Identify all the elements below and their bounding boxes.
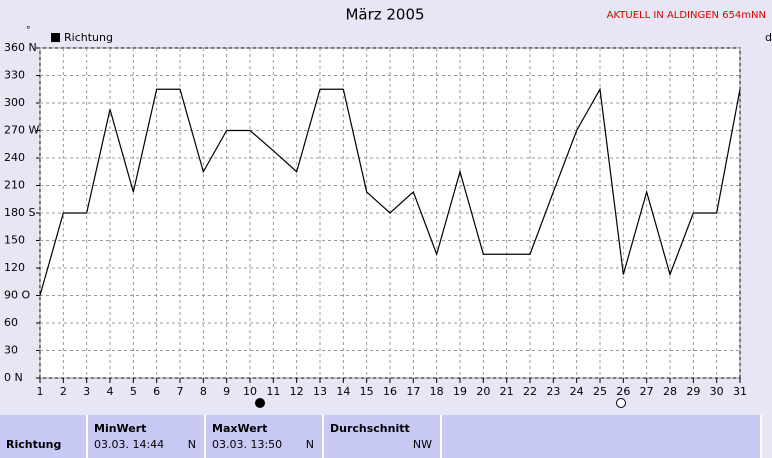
min-dir: N	[187, 438, 196, 451]
x-tick-label: 22	[523, 385, 537, 398]
y-tick-label: 0 N	[4, 371, 23, 384]
corner-label: d	[765, 31, 772, 44]
header: MinWert	[94, 422, 147, 435]
data-line	[39, 87, 741, 296]
row-cell: Richtung	[0, 415, 88, 458]
y-tick-label: 180 S	[4, 206, 35, 219]
y-tick-label: 90 O	[4, 289, 30, 302]
chart-title: März 2005	[345, 6, 424, 24]
x-tick-label: 31	[733, 385, 747, 398]
y-tick-label: 300	[4, 96, 25, 109]
x-tick-label: 17	[406, 385, 420, 398]
y-tick-label: 270 W	[4, 124, 39, 137]
y-tick-label: 120	[4, 261, 25, 274]
x-tick-label: 4	[107, 385, 114, 398]
x-tick-label: 16	[383, 385, 397, 398]
x-tick-label: 27	[640, 385, 654, 398]
x-tick-label: 7	[177, 385, 184, 398]
x-tick-label: 6	[153, 385, 160, 398]
legend-swatch	[51, 33, 60, 42]
moon-full	[255, 398, 265, 408]
x-tick-label: 18	[430, 385, 444, 398]
x-tick-label: 25	[593, 385, 607, 398]
y-tick-label: 240	[4, 151, 25, 164]
annotation: AKTUELL IN ALDINGEN 654mNN	[607, 10, 766, 21]
stats-table: Richtung MinWert 03.03. 14:44 N MaxWert 03.…	[0, 415, 772, 458]
x-tick-label: 23	[546, 385, 560, 398]
moon-new	[616, 398, 626, 408]
max-cell: MaxWert 03.03. 13:50 N	[206, 415, 324, 458]
empty-cell	[442, 415, 762, 458]
header: MaxWert	[212, 422, 268, 435]
header: Durchschnitt	[330, 422, 410, 435]
x-tick-label: 2	[60, 385, 67, 398]
chart: März 2005 AKTUELL IN ALDINGEN 654mNN ° d…	[4, 6, 772, 408]
min-cell: MinWert 03.03. 14:44 N	[88, 415, 206, 458]
max-dir: N	[305, 438, 314, 451]
avg-cell: Durchschnitt NW	[324, 415, 442, 458]
y-tick-label: 210	[4, 179, 25, 192]
x-tick-label: 30	[710, 385, 724, 398]
x-tick-label: 12	[290, 385, 304, 398]
x-tick-label: 1	[37, 385, 44, 398]
x-tick-label: 24	[570, 385, 584, 398]
row-label: Richtung	[6, 438, 62, 451]
avg-dir: NW	[412, 438, 432, 451]
x-tick-label: 3	[83, 385, 90, 398]
x-tick-label: 10	[243, 385, 257, 398]
x-tick-label: 15	[360, 385, 374, 398]
y-tick-label: 150	[4, 234, 25, 247]
x-tick-label: 5	[130, 385, 137, 398]
y-tick-label: 60	[4, 316, 18, 329]
x-tick-label: 14	[336, 385, 350, 398]
x-tick-label: 9	[223, 385, 230, 398]
x-tick-label: 11	[266, 385, 280, 398]
y-tick-label: 30	[4, 344, 18, 357]
x-tick-label: 8	[200, 385, 207, 398]
y-tick-label: 360 N	[4, 41, 37, 54]
legend-label: Richtung	[64, 31, 113, 44]
y-tick-label: 330	[4, 69, 25, 82]
x-tick-label: 20	[476, 385, 490, 398]
x-tick-label: 13	[313, 385, 327, 398]
x-tick-label: 26	[616, 385, 630, 398]
x-tick-label: 19	[453, 385, 467, 398]
x-tick-label: 21	[500, 385, 514, 398]
x-tick-label: 28	[663, 385, 677, 398]
min-time: 03.03. 14:44	[94, 438, 165, 451]
x-tick-label: 29	[686, 385, 700, 398]
max-time: 03.03. 13:50	[212, 438, 283, 451]
y-unit: °	[26, 26, 31, 36]
